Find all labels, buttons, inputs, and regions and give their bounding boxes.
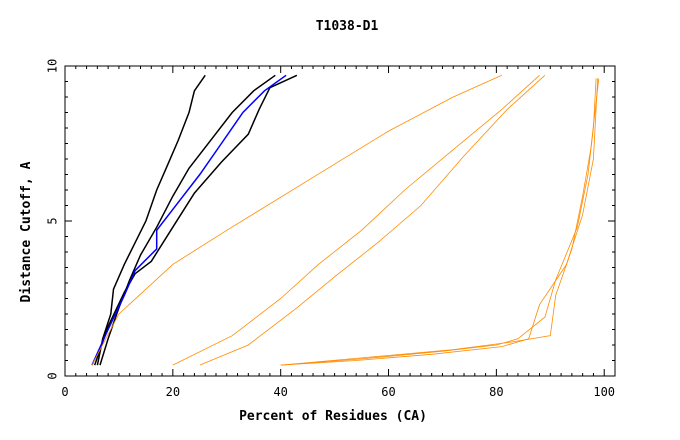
series-line-10: [172, 75, 540, 366]
plot-area: [91, 74, 600, 366]
chart-title: T1038-D1: [316, 19, 379, 34]
x-tick-label: 0: [61, 385, 68, 399]
series-line-2: [99, 74, 276, 366]
axis-ticks: 0 20 40 60 80 100 0 5 10: [46, 59, 616, 399]
series-line-8: [91, 74, 502, 366]
y-tick-label: 5: [46, 217, 60, 224]
series-line-9: [199, 75, 546, 366]
y-tick-label: 10: [46, 59, 60, 73]
series-line-3: [93, 74, 298, 366]
x-tick-label: 60: [381, 385, 395, 399]
x-tick-label: 40: [273, 385, 287, 399]
series-line-7: [280, 78, 599, 366]
x-tick-label: 20: [166, 385, 180, 399]
series-line-4: [91, 74, 287, 366]
x-tick-label: 100: [593, 385, 615, 399]
series-line-5: [280, 78, 597, 366]
series-line-6: [280, 78, 600, 366]
x-axis-label: Percent of Residues (CA): [239, 409, 427, 424]
y-tick-label: 0: [46, 372, 60, 379]
plot-frame: [64, 65, 616, 377]
series-line-1: [96, 74, 206, 366]
y-axis-label: Distance Cutoff, A: [19, 161, 34, 302]
x-tick-label: 80: [489, 385, 503, 399]
